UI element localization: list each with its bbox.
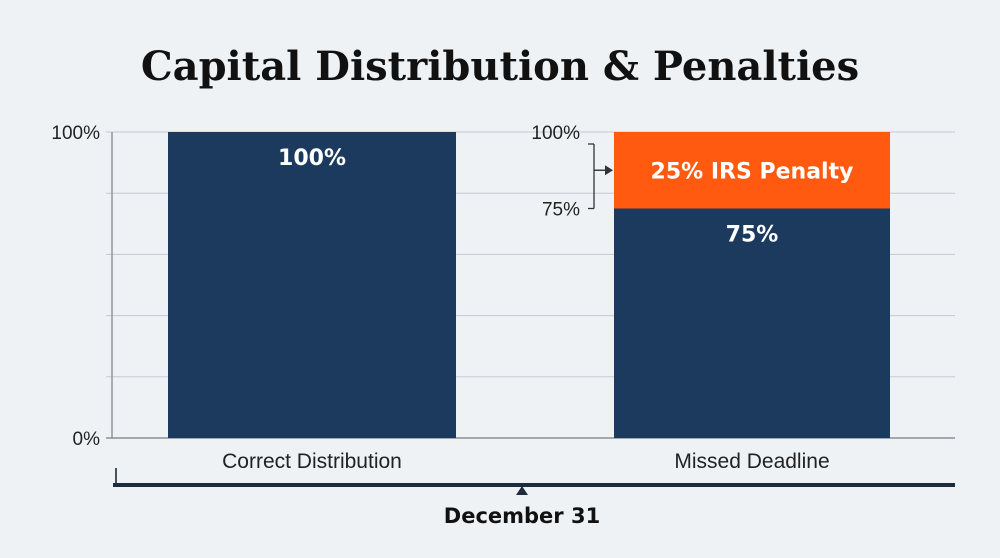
y-tick-label-right: 75%: [542, 200, 580, 221]
timeline: December 31: [113, 468, 955, 528]
bars: [168, 132, 890, 438]
data-label-distribution: 100%: [278, 146, 346, 171]
chart-title: Capital Distribution & Penalties: [141, 43, 859, 90]
timeline-marker: [516, 486, 528, 495]
y-tick-label-right: 100%: [531, 123, 580, 144]
y-tick-label-left: 0%: [73, 429, 101, 450]
timeline-marker-label: December 31: [444, 504, 600, 528]
penalty-arrow-head: [605, 165, 613, 176]
labels: Correct Distribution Missed Deadline 100% 7…: [222, 146, 853, 473]
y-tick-label-left: 100%: [51, 123, 100, 144]
category-label: Missed Deadline: [674, 450, 829, 473]
bar-penalty-1: [614, 132, 890, 209]
bar-distribution-0: [168, 132, 456, 438]
category-label: Correct Distribution: [222, 450, 402, 473]
data-label-distribution: 75%: [726, 223, 779, 248]
timeline-bar: [113, 483, 955, 487]
bar-distribution-1: [614, 208, 890, 438]
data-label-penalty: 25% IRS Penalty: [651, 159, 854, 184]
axes: 100% 0% 100% 75%: [51, 123, 955, 450]
